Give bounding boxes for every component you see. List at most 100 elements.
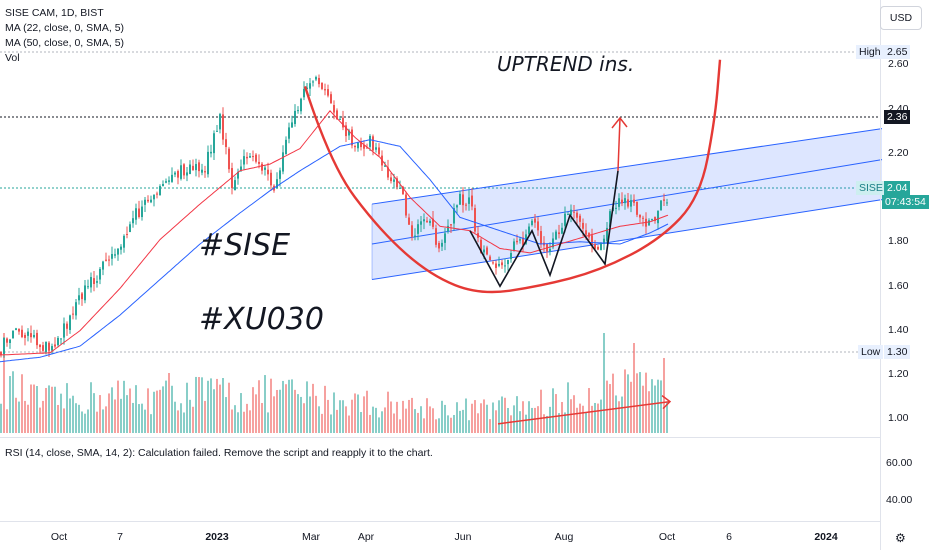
level-value: 2.36: [884, 110, 911, 124]
volume-bar: [144, 409, 146, 433]
candle-body: [162, 183, 164, 187]
uptrend-arrow-shaft: [617, 117, 621, 171]
candle-body: [573, 211, 575, 213]
volume-bar: [330, 414, 332, 433]
candle-body: [45, 341, 47, 353]
candle-body: [639, 214, 641, 218]
volume-bar: [333, 392, 335, 433]
candle-body: [123, 235, 125, 248]
candle-body: [6, 338, 8, 343]
axes: [0, 0, 881, 550]
volume-bar: [33, 384, 35, 433]
candle-body: [666, 202, 668, 204]
candle-body: [516, 240, 518, 243]
volume-bar: [447, 415, 449, 433]
candle-body: [183, 164, 185, 176]
currency-button[interactable]: USD: [880, 6, 922, 30]
volume-bar: [384, 407, 386, 433]
volume-bar: [120, 398, 122, 433]
candle-body: [414, 235, 416, 237]
volume-bar: [255, 394, 257, 433]
vol-legend[interactable]: Vol: [5, 52, 20, 64]
xu030-hashtag: #XU030: [199, 302, 324, 337]
volume-bar: [129, 388, 131, 433]
volume-bar: [165, 380, 167, 433]
symbol-title[interactable]: SISE CAM, 1D, BIST: [5, 7, 104, 19]
candle-body: [195, 164, 197, 171]
volume-bar: [477, 413, 479, 433]
volume-bar: [462, 409, 464, 433]
volume-bar: [603, 333, 605, 433]
rsi-legend[interactable]: RSI (14, close, SMA, 14, 2): Calculation…: [5, 447, 433, 459]
candle-body: [15, 328, 17, 330]
volume-bar: [177, 410, 179, 433]
volume-bar: [210, 378, 212, 433]
candle-body: [648, 220, 650, 226]
candle-body: [636, 201, 638, 215]
volume-bar: [528, 401, 530, 433]
candle-body: [213, 133, 215, 154]
candle-body: [480, 239, 482, 254]
volume-bar: [99, 395, 101, 433]
volume-bar: [459, 410, 461, 433]
volume-bar: [291, 379, 293, 433]
candle-body: [519, 239, 521, 241]
candle-body: [108, 259, 110, 261]
x-tick-label: Oct: [50, 531, 68, 543]
drawings: [303, 59, 722, 425]
volume-bar: [168, 373, 170, 433]
volume-bar: [348, 415, 350, 433]
volume-bar: [336, 409, 338, 433]
volume-bar: [444, 404, 446, 433]
volume-bar: [660, 380, 662, 433]
candle-body: [216, 130, 218, 132]
candle-body: [417, 224, 419, 234]
candle-body: [120, 246, 122, 250]
candle-body: [471, 195, 473, 207]
y-tick-label: 2.60: [888, 58, 909, 70]
volume-bar: [36, 386, 38, 433]
volume-bar: [276, 390, 278, 433]
volume-bar: [216, 378, 218, 433]
candle-body: [84, 285, 86, 301]
ma50-legend[interactable]: MA (50, close, 0, SMA, 5): [5, 37, 125, 49]
gear-icon[interactable]: ⚙: [895, 531, 906, 545]
x-tick-label: Mar: [301, 531, 321, 543]
volume-bar: [591, 405, 593, 433]
x-tick-label: 2023: [205, 531, 229, 543]
ma50-line: [0, 139, 669, 363]
volume-bar: [564, 412, 566, 433]
volume-bar: [93, 393, 95, 433]
candle-body: [450, 224, 452, 226]
volume-bar: [390, 401, 392, 433]
candle-body: [606, 227, 608, 241]
candle-body: [453, 208, 455, 224]
volume-bar: [42, 400, 44, 433]
candle-body: [192, 165, 194, 171]
volume-bar: [324, 385, 326, 433]
candle-body: [537, 221, 539, 231]
volume-bar: [492, 402, 494, 433]
candle-body: [246, 156, 248, 159]
candle-body: [585, 230, 587, 235]
ma22-legend[interactable]: MA (22, close, 0, SMA, 5): [5, 22, 125, 34]
pane-separator: [0, 437, 880, 438]
volume-bar: [468, 420, 470, 433]
volume-bar: [126, 395, 128, 433]
candle-body: [243, 156, 245, 165]
volume-bar: [288, 379, 290, 433]
candle-body: [558, 232, 560, 235]
volume-bar: [27, 404, 29, 433]
x-tick-label: 2024: [814, 531, 838, 543]
volume-bar: [153, 391, 155, 433]
candle-body: [615, 207, 617, 209]
volume-bar: [354, 393, 356, 433]
candle-body: [93, 278, 95, 285]
candle-body: [345, 125, 347, 137]
candle-body: [186, 172, 188, 176]
candle-body: [426, 220, 428, 223]
candle-body: [78, 295, 80, 301]
candle-body: [147, 199, 149, 202]
volume-bar: [78, 404, 80, 433]
